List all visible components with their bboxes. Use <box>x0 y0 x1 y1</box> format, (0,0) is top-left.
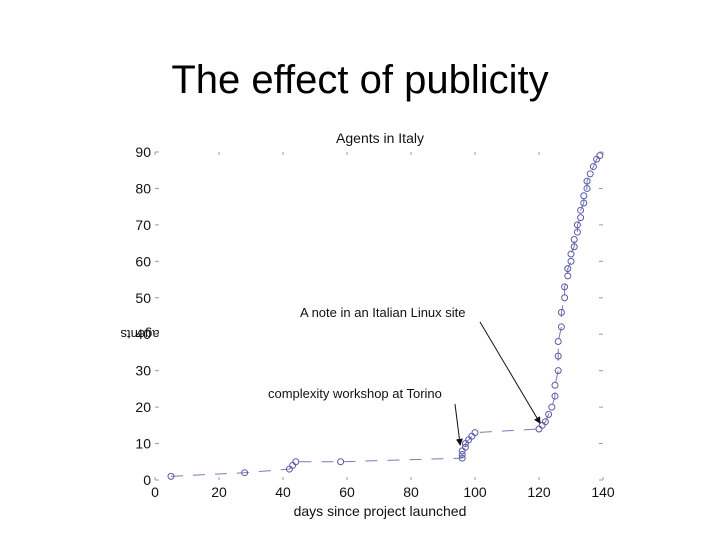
y-axis-label: agents <box>120 327 160 342</box>
data-point <box>580 192 588 200</box>
chart-title: Agents in Italy <box>336 130 424 146</box>
slide-title: The effect of publicity <box>171 58 549 102</box>
data-point <box>577 206 585 214</box>
y-tick-label: 0 <box>143 472 151 488</box>
data-point <box>337 458 345 466</box>
data-point <box>583 177 591 185</box>
annotation-label: complexity workshop at Torino <box>268 386 442 401</box>
y-tick-label: 50 <box>135 290 151 306</box>
data-point <box>458 447 466 455</box>
x-tick-label: 140 <box>591 484 615 500</box>
x-tick-label: 100 <box>463 484 487 500</box>
data-point <box>557 323 565 331</box>
data-point <box>580 199 588 207</box>
y-tick-label: 30 <box>135 363 151 379</box>
data-point <box>471 429 479 437</box>
data-point <box>554 338 562 346</box>
annotation-label: A note in an Italian Linux site <box>300 305 466 320</box>
data-point <box>535 425 543 433</box>
data-point <box>292 458 300 466</box>
data-point <box>586 170 594 178</box>
data-point <box>289 461 297 469</box>
data-point <box>541 418 549 426</box>
data-point <box>461 443 469 451</box>
y-tick-label: 70 <box>135 217 151 233</box>
x-tick-label: 20 <box>211 484 227 500</box>
y-tick-label: 40 <box>135 326 151 342</box>
data-point <box>458 450 466 458</box>
data-point <box>167 472 175 480</box>
data-point <box>554 367 562 375</box>
data-point <box>567 257 575 265</box>
x-tick-label: 80 <box>403 484 419 500</box>
data-point <box>570 235 578 243</box>
x-axis-label: days since project launched <box>294 503 467 519</box>
data-point <box>573 228 581 236</box>
series-line <box>170 155 601 477</box>
data-point <box>577 214 585 222</box>
data-point <box>564 265 572 273</box>
data-point <box>458 454 466 462</box>
data-point <box>554 352 562 360</box>
y-tick-label: 10 <box>135 436 151 452</box>
data-point <box>468 432 476 440</box>
x-tick-label: 40 <box>275 484 291 500</box>
data-point <box>570 243 578 251</box>
data-point <box>551 392 559 400</box>
y-tick-label: 60 <box>135 253 151 269</box>
data-point <box>561 283 569 291</box>
annotation-arrow <box>479 321 541 424</box>
data-point <box>567 250 575 258</box>
y-tick-label: 20 <box>135 399 151 415</box>
y-tick-label: 90 <box>135 144 151 160</box>
annotation-arrow <box>454 403 463 446</box>
x-tick-label: 0 <box>151 484 159 500</box>
data-point <box>561 294 569 302</box>
data-point <box>589 163 597 171</box>
data-point <box>557 308 565 316</box>
y-tick-label: 80 <box>135 180 151 196</box>
data-point <box>545 410 553 418</box>
data-point <box>548 403 556 411</box>
data-point <box>241 469 249 477</box>
data-point <box>551 381 559 389</box>
x-tick-label: 120 <box>527 484 551 500</box>
data-point <box>596 152 604 160</box>
x-tick-label: 60 <box>339 484 355 500</box>
data-point <box>573 221 581 229</box>
data-point <box>564 272 572 280</box>
data-point <box>583 184 591 192</box>
